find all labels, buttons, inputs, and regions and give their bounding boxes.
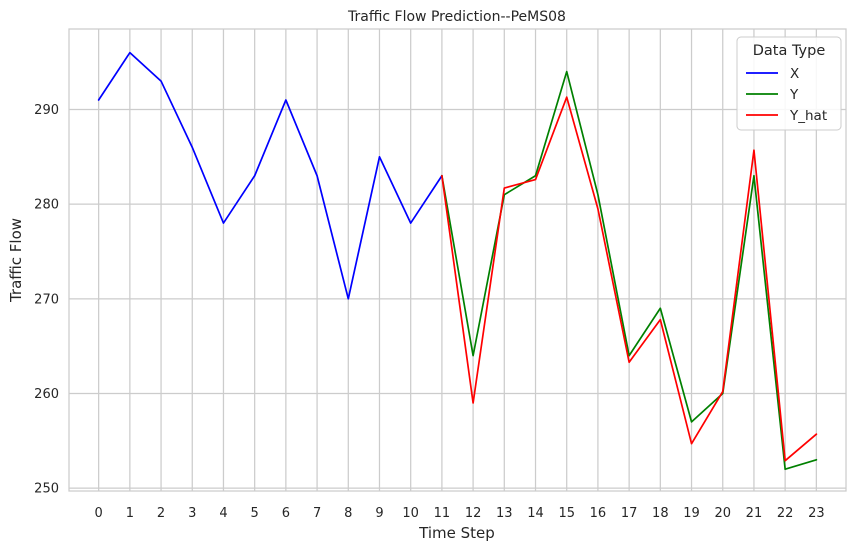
- y-axis: 250 260 270 280 290: [34, 103, 59, 497]
- x-tick-label: 10: [402, 506, 419, 521]
- x-tick-label: 23: [808, 506, 825, 521]
- x-tick-label: 22: [777, 506, 794, 521]
- x-tick-label: 21: [746, 506, 763, 521]
- x-tick-label: 19: [683, 506, 700, 521]
- legend-title: Data Type: [753, 43, 826, 59]
- legend-entry-y: Y: [789, 87, 799, 103]
- legend-box: [736, 36, 842, 131]
- x-tick-label: 12: [465, 506, 482, 521]
- x-tick-label: 13: [496, 506, 513, 521]
- x-tick-label: 1: [126, 506, 134, 521]
- x-tick-label: 17: [621, 506, 638, 521]
- legend-entry-y-hat: Y_hat: [789, 108, 827, 124]
- x-tick-label: 8: [344, 506, 352, 521]
- y-tick-label: 280: [34, 198, 59, 213]
- series-line-y: [441, 70, 818, 471]
- legend: Data Type XY Y_hat: [736, 36, 842, 131]
- x-tick-label: 14: [527, 506, 544, 521]
- y-axis-label: Traffic Flow: [7, 218, 25, 303]
- x-tick-label: 7: [313, 506, 321, 521]
- x-tick-label: 18: [652, 506, 669, 521]
- x-tick-label: 4: [219, 506, 227, 521]
- x-tick-label: 11: [434, 506, 451, 521]
- x-tick-label: 16: [590, 506, 607, 521]
- y-tick-label: 250: [34, 482, 59, 497]
- x-tick-label: 2: [157, 506, 165, 521]
- x-tick-label: 9: [375, 506, 383, 521]
- plot-frame: [68, 28, 847, 492]
- legend-entry-x: X: [790, 66, 799, 82]
- series-line-x: [97, 51, 443, 300]
- y-tick-label: 270: [34, 292, 59, 307]
- x-tick-label: 20: [714, 506, 731, 521]
- series-line-y-hat: [441, 96, 818, 462]
- x-tick-label: 3: [188, 506, 196, 521]
- y-tick-label: 260: [34, 387, 59, 402]
- y-tick-label: 290: [34, 103, 59, 118]
- chart-title: Traffic Flow Prediction--PeMS08: [347, 9, 566, 25]
- x-tick-label: 6: [282, 506, 290, 521]
- series-lines: [97, 51, 818, 471]
- grid: [69, 29, 846, 491]
- x-tick-label: 5: [251, 506, 259, 521]
- x-tick-label: 15: [558, 506, 575, 521]
- x-tick-label: 0: [95, 506, 103, 521]
- x-axis-label: Time Step: [418, 524, 495, 542]
- x-axis: 0 1 2 3 4 5 6 7 8 9 10 11 12 13 14 15 16 17 18 19 20 21 22 23: [95, 506, 825, 521]
